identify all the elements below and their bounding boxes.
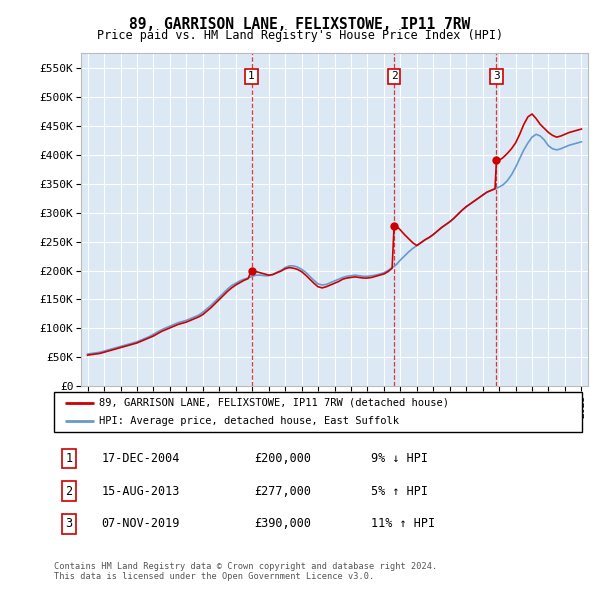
Text: 3: 3 (65, 517, 73, 530)
Text: 07-NOV-2019: 07-NOV-2019 (101, 517, 180, 530)
Text: 15-AUG-2013: 15-AUG-2013 (101, 484, 180, 498)
Text: £390,000: £390,000 (254, 517, 311, 530)
Text: Price paid vs. HM Land Registry's House Price Index (HPI): Price paid vs. HM Land Registry's House … (97, 29, 503, 42)
Text: 2: 2 (65, 484, 73, 498)
Text: 89, GARRISON LANE, FELIXSTOWE, IP11 7RW (detached house): 89, GARRISON LANE, FELIXSTOWE, IP11 7RW … (99, 398, 449, 408)
Text: 89, GARRISON LANE, FELIXSTOWE, IP11 7RW: 89, GARRISON LANE, FELIXSTOWE, IP11 7RW (130, 17, 470, 31)
Text: 1: 1 (65, 452, 73, 465)
Text: HPI: Average price, detached house, East Suffolk: HPI: Average price, detached house, East… (99, 416, 399, 426)
Text: 9% ↓ HPI: 9% ↓ HPI (371, 452, 428, 465)
FancyBboxPatch shape (54, 392, 582, 432)
Text: Contains HM Land Registry data © Crown copyright and database right 2024.: Contains HM Land Registry data © Crown c… (54, 562, 437, 571)
Text: 2: 2 (391, 71, 397, 81)
Text: £200,000: £200,000 (254, 452, 311, 465)
Text: 17-DEC-2004: 17-DEC-2004 (101, 452, 180, 465)
Text: This data is licensed under the Open Government Licence v3.0.: This data is licensed under the Open Gov… (54, 572, 374, 581)
Text: £277,000: £277,000 (254, 484, 311, 498)
Text: 3: 3 (493, 71, 500, 81)
Text: 11% ↑ HPI: 11% ↑ HPI (371, 517, 435, 530)
Text: 1: 1 (248, 71, 255, 81)
Text: 5% ↑ HPI: 5% ↑ HPI (371, 484, 428, 498)
